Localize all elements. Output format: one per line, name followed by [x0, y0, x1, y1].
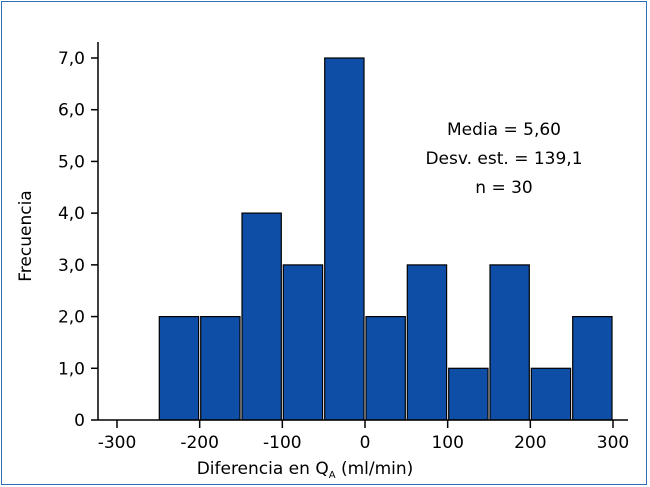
bar-4: [324, 57, 365, 421]
y-tick-label: 6,0: [58, 101, 85, 121]
stats-n: n = 30: [475, 178, 532, 198]
bar-2: [241, 212, 282, 421]
x-tick-label: -200: [180, 433, 219, 453]
y-tick-label: 5,0: [58, 152, 85, 172]
x-tick-label: 200: [514, 433, 546, 453]
bar-5: [365, 316, 406, 421]
x-ticks-group: -300 -200 -100 0 100 200 300: [98, 420, 629, 453]
x-tick-label: -300: [98, 433, 137, 453]
bar-8: [489, 264, 530, 421]
bar-10: [572, 316, 613, 421]
y-tick-label: 0: [74, 411, 85, 431]
x-tick-label: -100: [263, 433, 302, 453]
stats-stddev: Desv. est. = 139,1: [425, 149, 582, 169]
y-tick-label: 7,0: [58, 49, 85, 69]
x-axis-title: Diferencia en QA (ml/min): [197, 459, 414, 481]
stats-annotation: Media = 5,60 Desv. est. = 139,1 n = 30: [425, 120, 582, 198]
y-tick-label: 2,0: [58, 308, 85, 328]
stats-mean: Media = 5,60: [447, 120, 561, 140]
y-tick-label: 4,0: [58, 204, 85, 224]
bar-6: [406, 264, 448, 421]
x-tick-label: 100: [431, 433, 463, 453]
y-ticks-group: 0 1,0 2,0 3,0 4,0 5,0 6,0 7,0: [58, 49, 98, 431]
x-tick-label: 0: [360, 433, 371, 453]
bar-9: [530, 367, 572, 421]
bar-7: [448, 367, 489, 421]
bar-0: [158, 316, 200, 421]
x-axis-title-main: Diferencia en Q: [197, 459, 329, 479]
x-axis-title-suffix: (ml/min): [336, 459, 414, 479]
x-axis-title-subscript: A: [329, 470, 336, 481]
x-tick-label: 300: [597, 433, 629, 453]
y-tick-label: 1,0: [58, 359, 85, 379]
y-tick-label: 3,0: [58, 256, 85, 276]
bar-1: [200, 316, 241, 421]
y-axis-title: Frecuencia: [16, 190, 36, 281]
bar-3: [282, 264, 324, 421]
bars-group: [158, 57, 613, 421]
